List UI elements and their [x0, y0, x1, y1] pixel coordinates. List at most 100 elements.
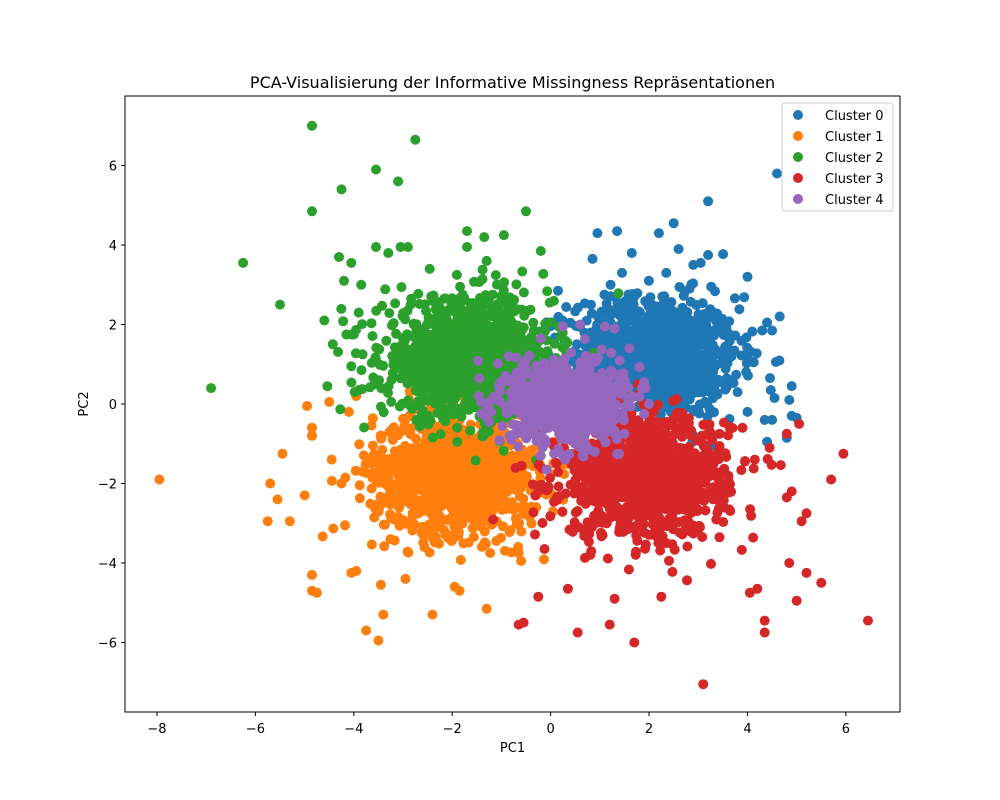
data-point [442, 354, 453, 365]
data-point [452, 356, 463, 366]
data-point [784, 558, 795, 568]
data-point [403, 395, 413, 406]
data-point [428, 514, 439, 524]
data-point [690, 373, 700, 384]
data-point [580, 498, 591, 509]
data-point [423, 419, 434, 430]
data-point [801, 567, 812, 578]
data-point [726, 351, 737, 362]
data-point [762, 317, 773, 328]
data-point [442, 440, 453, 451]
data-point [496, 468, 507, 479]
data-point [336, 184, 347, 195]
data-point [455, 281, 466, 292]
data-point [462, 383, 473, 394]
data-point [443, 340, 454, 351]
data-point [801, 508, 812, 519]
data-point [699, 440, 710, 451]
data-point [493, 495, 504, 506]
data-point [346, 361, 357, 372]
data-point [424, 263, 435, 274]
data-point [385, 484, 396, 494]
chart-title: PCA-Visualisierung der Informative Missi… [250, 73, 775, 92]
data-point [677, 319, 688, 330]
data-point [317, 531, 328, 542]
data-point [500, 298, 511, 309]
data-point [654, 438, 665, 448]
data-point [772, 168, 782, 179]
data-point [714, 441, 725, 451]
data-point [448, 298, 459, 309]
data-point [648, 389, 659, 399]
data-point [649, 519, 660, 530]
data-point [454, 585, 465, 596]
data-point [472, 465, 483, 475]
data-point [395, 373, 406, 384]
data-point [459, 486, 470, 497]
data-point [393, 176, 404, 187]
data-point [480, 539, 491, 549]
data-point [411, 467, 422, 478]
data-point [838, 448, 849, 459]
data-point [643, 339, 654, 350]
data-point [570, 306, 581, 317]
data-point [662, 310, 673, 321]
data-point [654, 454, 665, 465]
data-point [663, 420, 673, 431]
data-point [357, 319, 368, 330]
data-point [494, 484, 505, 495]
data-point [453, 471, 464, 482]
data-point [589, 462, 600, 473]
data-point [307, 569, 317, 580]
data-point [597, 530, 608, 541]
data-point [731, 369, 742, 380]
data-point [757, 325, 768, 336]
data-point [667, 522, 678, 533]
data-point [366, 483, 377, 494]
data-point [514, 491, 525, 502]
data-point [601, 496, 612, 507]
data-point [440, 416, 451, 427]
data-point [380, 284, 391, 295]
data-point [642, 477, 652, 488]
data-point [465, 471, 476, 482]
data-point [526, 444, 537, 455]
data-point [426, 529, 437, 540]
data-point [359, 422, 370, 433]
data-point [746, 510, 757, 521]
data-point [739, 292, 750, 303]
data-point [358, 450, 369, 461]
data-point [696, 477, 707, 488]
data-point [504, 527, 515, 538]
data-point [631, 546, 641, 557]
data-point [434, 302, 445, 313]
data-point [668, 218, 679, 229]
data-point [515, 330, 526, 341]
data-point [490, 270, 501, 281]
data-point [497, 421, 508, 432]
data-point [525, 304, 536, 315]
data-point [654, 349, 665, 360]
data-point [658, 492, 669, 503]
data-point [425, 454, 436, 465]
data-point [668, 443, 679, 454]
data-point [635, 511, 646, 522]
data-point [539, 350, 550, 361]
data-point [742, 342, 753, 353]
data-point [644, 301, 654, 312]
data-point [607, 504, 618, 515]
data-point [767, 325, 778, 336]
data-point [693, 505, 704, 516]
data-point [375, 579, 386, 590]
data-point [420, 344, 431, 355]
data-point [341, 329, 352, 340]
data-point [527, 479, 538, 490]
data-point [591, 484, 602, 495]
data-point [492, 358, 503, 369]
data-point [723, 470, 734, 481]
data-point [645, 292, 656, 303]
data-point [632, 535, 643, 546]
data-point [580, 552, 590, 563]
data-point [435, 459, 446, 470]
data-point [400, 486, 410, 497]
